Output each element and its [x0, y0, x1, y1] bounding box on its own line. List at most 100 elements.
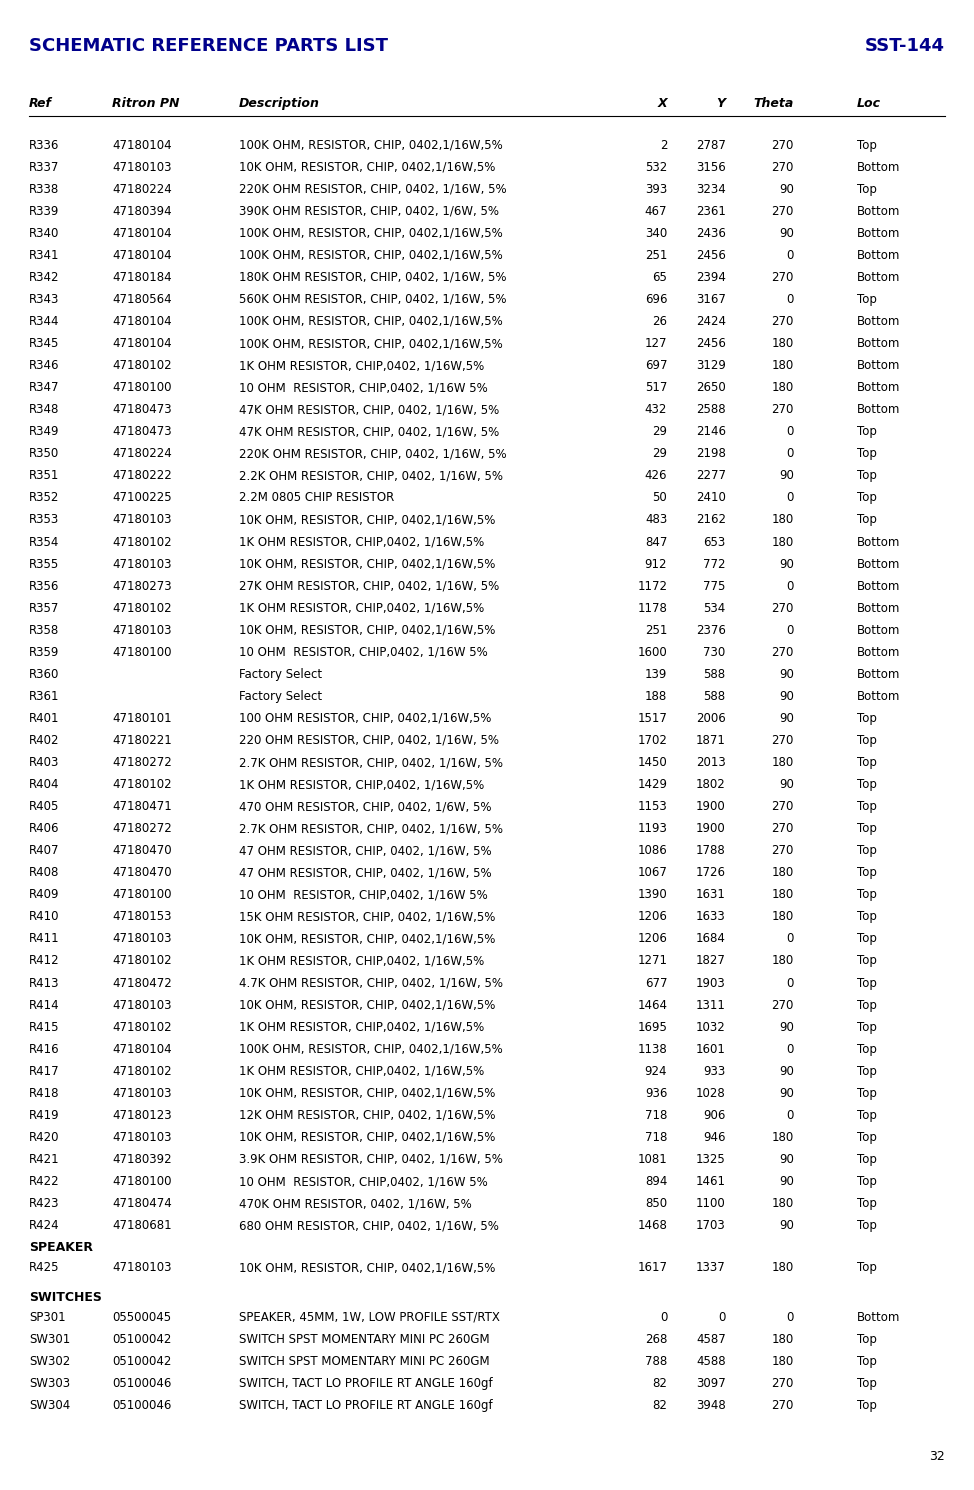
Text: 65: 65 — [653, 271, 667, 285]
Text: 517: 517 — [645, 381, 667, 395]
Text: 1633: 1633 — [695, 910, 726, 924]
Text: Y: Y — [717, 97, 726, 110]
Text: 90: 90 — [779, 1021, 794, 1034]
Text: 906: 906 — [703, 1109, 726, 1122]
Text: 47180102: 47180102 — [112, 602, 171, 615]
Text: 2787: 2787 — [695, 139, 726, 152]
Text: 1325: 1325 — [695, 1153, 726, 1167]
Text: 47180104: 47180104 — [112, 1043, 171, 1056]
Text: 47180103: 47180103 — [112, 557, 171, 571]
Text: 100 OHM RESISTOR, CHIP, 0402,1/16W,5%: 100 OHM RESISTOR, CHIP, 0402,1/16W,5% — [239, 712, 491, 726]
Text: 588: 588 — [703, 668, 726, 681]
Text: 718: 718 — [645, 1109, 667, 1122]
Text: 270: 270 — [771, 271, 794, 285]
Text: Top: Top — [857, 955, 877, 967]
Text: 270: 270 — [771, 845, 794, 857]
Text: Top: Top — [857, 425, 877, 438]
Text: 180: 180 — [771, 888, 794, 901]
Text: 270: 270 — [771, 204, 794, 218]
Text: R344: R344 — [29, 314, 59, 328]
Text: Bottom: Bottom — [857, 226, 901, 240]
Text: SW304: SW304 — [29, 1399, 70, 1413]
Text: 393: 393 — [645, 183, 667, 195]
Text: 180: 180 — [771, 1196, 794, 1210]
Text: Top: Top — [857, 1332, 877, 1345]
Text: 268: 268 — [645, 1332, 667, 1345]
Text: 1871: 1871 — [695, 735, 726, 746]
Text: 0: 0 — [718, 1311, 726, 1323]
Text: Bottom: Bottom — [857, 1311, 901, 1323]
Text: 100K OHM, RESISTOR, CHIP, 0402,1/16W,5%: 100K OHM, RESISTOR, CHIP, 0402,1/16W,5% — [239, 139, 503, 152]
Text: Top: Top — [857, 294, 877, 305]
Text: 0: 0 — [786, 624, 794, 636]
Text: 188: 188 — [645, 690, 667, 703]
Text: 100K OHM, RESISTOR, CHIP, 0402,1/16W,5%: 100K OHM, RESISTOR, CHIP, 0402,1/16W,5% — [239, 249, 503, 262]
Text: R414: R414 — [29, 998, 59, 1012]
Text: 2588: 2588 — [696, 404, 726, 416]
Text: 47180272: 47180272 — [112, 822, 171, 836]
Text: 180: 180 — [771, 1332, 794, 1345]
Text: SPEAKER, 45MM, 1W, LOW PROFILE SST/RTX: SPEAKER, 45MM, 1W, LOW PROFILE SST/RTX — [239, 1311, 500, 1323]
Text: Factory Select: Factory Select — [239, 690, 321, 703]
Text: Top: Top — [857, 469, 877, 483]
Text: 47180681: 47180681 — [112, 1219, 171, 1232]
Text: Bottom: Bottom — [857, 535, 901, 548]
Text: R339: R339 — [29, 204, 59, 218]
Text: 27K OHM RESISTOR, CHIP, 0402, 1/16W, 5%: 27K OHM RESISTOR, CHIP, 0402, 1/16W, 5% — [239, 580, 499, 593]
Text: R403: R403 — [29, 755, 59, 769]
Text: 1271: 1271 — [637, 955, 667, 967]
Text: 05100042: 05100042 — [112, 1354, 171, 1368]
Text: 270: 270 — [771, 645, 794, 659]
Text: 47180222: 47180222 — [112, 469, 171, 483]
Text: 1788: 1788 — [695, 845, 726, 857]
Text: 1138: 1138 — [637, 1043, 667, 1056]
Text: 772: 772 — [703, 557, 726, 571]
Text: 29: 29 — [653, 447, 667, 460]
Text: 0: 0 — [786, 1043, 794, 1056]
Text: 10K OHM, RESISTOR, CHIP, 0402,1/16W,5%: 10K OHM, RESISTOR, CHIP, 0402,1/16W,5% — [239, 1131, 495, 1144]
Text: 0: 0 — [786, 933, 794, 946]
Text: 47180102: 47180102 — [112, 1021, 171, 1034]
Text: 426: 426 — [645, 469, 667, 483]
Text: 220 OHM RESISTOR, CHIP, 0402, 1/16W, 5%: 220 OHM RESISTOR, CHIP, 0402, 1/16W, 5% — [239, 735, 499, 746]
Text: 2.2K OHM RESISTOR, CHIP, 0402, 1/16W, 5%: 2.2K OHM RESISTOR, CHIP, 0402, 1/16W, 5% — [239, 469, 503, 483]
Text: 90: 90 — [779, 226, 794, 240]
Text: 139: 139 — [645, 668, 667, 681]
Text: Top: Top — [857, 1021, 877, 1034]
Text: R353: R353 — [29, 514, 59, 526]
Text: 1601: 1601 — [695, 1043, 726, 1056]
Text: 340: 340 — [645, 226, 667, 240]
Text: 1461: 1461 — [695, 1176, 726, 1188]
Text: 924: 924 — [645, 1065, 667, 1077]
Text: 47180221: 47180221 — [112, 735, 171, 746]
Text: 251: 251 — [645, 249, 667, 262]
Text: 1702: 1702 — [637, 735, 667, 746]
Text: R419: R419 — [29, 1109, 59, 1122]
Text: 90: 90 — [779, 668, 794, 681]
Text: R348: R348 — [29, 404, 59, 416]
Text: 1802: 1802 — [695, 778, 726, 791]
Text: 10K OHM, RESISTOR, CHIP, 0402,1/16W,5%: 10K OHM, RESISTOR, CHIP, 0402,1/16W,5% — [239, 514, 495, 526]
Text: R338: R338 — [29, 183, 59, 195]
Text: 0: 0 — [786, 976, 794, 989]
Text: R423: R423 — [29, 1196, 59, 1210]
Text: 180: 180 — [771, 535, 794, 548]
Text: 470K OHM RESISTOR, 0402, 1/16W, 5%: 470K OHM RESISTOR, 0402, 1/16W, 5% — [239, 1196, 471, 1210]
Text: 653: 653 — [703, 535, 726, 548]
Text: R408: R408 — [29, 866, 59, 879]
Text: R409: R409 — [29, 888, 59, 901]
Text: SWITCHES: SWITCHES — [29, 1290, 102, 1304]
Text: 180: 180 — [771, 514, 794, 526]
Text: 0: 0 — [786, 294, 794, 305]
Text: 1900: 1900 — [695, 800, 726, 814]
Text: 47180104: 47180104 — [112, 337, 171, 350]
Text: 47180273: 47180273 — [112, 580, 171, 593]
Text: 2424: 2424 — [695, 314, 726, 328]
Text: 270: 270 — [771, 404, 794, 416]
Text: 47180100: 47180100 — [112, 645, 171, 659]
Text: Bottom: Bottom — [857, 359, 901, 372]
Text: 1K OHM RESISTOR, CHIP,0402, 1/16W,5%: 1K OHM RESISTOR, CHIP,0402, 1/16W,5% — [239, 359, 484, 372]
Text: 47180103: 47180103 — [112, 998, 171, 1012]
Text: 532: 532 — [645, 161, 667, 174]
Text: 788: 788 — [645, 1354, 667, 1368]
